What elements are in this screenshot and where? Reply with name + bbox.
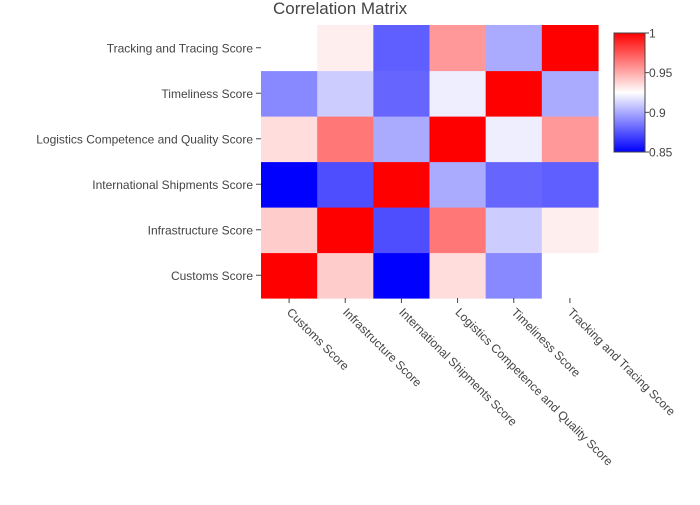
heatmap-cell-international-shipments-score-x-timeliness-score xyxy=(485,161,543,208)
heatmap-cell-infrastructure-score-x-timeliness-score xyxy=(485,207,543,254)
heatmap-cell-tracking-and-tracing-score-x-customs-score xyxy=(261,25,318,72)
heatmap-cell-logistics-competence-and-quality-score-x-timeliness-score xyxy=(485,116,543,163)
heatmap-cell-timeliness-score-x-customs-score xyxy=(261,70,318,117)
heatmap-cell-customs-score-x-infrastructure-score xyxy=(317,252,374,299)
heatmap-cell-customs-score-x-timeliness-score xyxy=(485,252,543,299)
heatmap-cell-customs-score-x-tracking-and-tracing-score xyxy=(541,252,599,299)
heatmap-cell-infrastructure-score-x-infrastructure-score xyxy=(317,207,374,254)
heatmap-cell-tracking-and-tracing-score-x-international-shipments-score xyxy=(373,25,431,72)
y-tick-label-tracking-and-tracing-score: Tracking and Tracing Score xyxy=(107,41,254,55)
colorbar-tick-label: 0.95 xyxy=(649,66,673,80)
heatmap-cell-logistics-competence-and-quality-score-x-infrastructure-score xyxy=(317,116,374,163)
heatmap-cell-tracking-and-tracing-score-x-tracking-and-tracing-score xyxy=(541,25,599,72)
heatmap-cell-international-shipments-score-x-customs-score xyxy=(261,161,318,208)
heatmap-cells xyxy=(261,25,599,299)
heatmap-cell-logistics-competence-and-quality-score-x-customs-score xyxy=(261,116,318,163)
x-tick-label-tracking-and-tracing-score: Tracking and Tracing Score xyxy=(565,305,679,419)
heatmap-cell-tracking-and-tracing-score-x-logistics-competence-and-quality-score xyxy=(429,25,487,72)
colorbar-tick-label: 1 xyxy=(649,27,656,41)
x-tick-label-international-shipments-score: International Shipments Score xyxy=(396,305,520,429)
heatmap-cell-logistics-competence-and-quality-score-x-tracking-and-tracing-score xyxy=(541,116,599,163)
heatmap-cell-tracking-and-tracing-score-x-infrastructure-score xyxy=(317,25,374,72)
y-tick-label-timeliness-score: Timeliness Score xyxy=(161,87,253,101)
y-tick-label-logistics-competence-and-quality-score: Logistics Competence and Quality Score xyxy=(36,132,253,146)
y-tick-label-customs-score: Customs Score xyxy=(171,269,253,283)
heatmap-cell-timeliness-score-x-logistics-competence-and-quality-score xyxy=(429,70,487,117)
heatmap-cell-infrastructure-score-x-customs-score xyxy=(261,207,318,254)
heatmap-cell-customs-score-x-logistics-competence-and-quality-score xyxy=(429,252,487,299)
heatmap-cell-international-shipments-score-x-infrastructure-score xyxy=(317,161,374,208)
colorbar-tick-label: 0.85 xyxy=(649,146,673,160)
heatmap-cell-logistics-competence-and-quality-score-x-logistics-competence-and-quality-score xyxy=(429,116,487,163)
heatmap-cell-customs-score-x-customs-score xyxy=(261,252,318,299)
colorbar: 0.85 0.9 0.95 1 xyxy=(613,27,673,160)
heatmap-cell-international-shipments-score-x-international-shipments-score xyxy=(373,161,431,208)
heatmap-cell-customs-score-x-international-shipments-score xyxy=(373,252,431,299)
heatmap-cell-timeliness-score-x-timeliness-score xyxy=(485,70,543,117)
heatmap-cell-timeliness-score-x-tracking-and-tracing-score xyxy=(541,70,599,117)
heatmap-cell-logistics-competence-and-quality-score-x-international-shipments-score xyxy=(373,116,431,163)
y-axis: Customs Score Infrastructure Score Interna… xyxy=(36,41,261,283)
heatmap-cell-timeliness-score-x-infrastructure-score xyxy=(317,70,374,117)
chart-title: Correlation Matrix xyxy=(273,0,408,18)
heatmap-cell-international-shipments-score-x-logistics-competence-and-quality-score xyxy=(429,161,487,208)
heatmap-cell-international-shipments-score-x-tracking-and-tracing-score xyxy=(541,161,599,208)
heatmap-cell-infrastructure-score-x-tracking-and-tracing-score xyxy=(541,207,599,254)
heatmap-cell-timeliness-score-x-international-shipments-score xyxy=(373,70,431,117)
colorbar-tick-label: 0.9 xyxy=(649,106,666,120)
y-tick-label-international-shipments-score: International Shipments Score xyxy=(92,178,253,192)
heatmap-cell-infrastructure-score-x-international-shipments-score xyxy=(373,207,431,254)
colorbar-gradient xyxy=(613,32,646,153)
y-tick-label-infrastructure-score: Infrastructure Score xyxy=(148,223,254,237)
heatmap-cell-tracking-and-tracing-score-x-timeliness-score xyxy=(485,25,543,72)
heatmap-cell-infrastructure-score-x-logistics-competence-and-quality-score xyxy=(429,207,487,254)
